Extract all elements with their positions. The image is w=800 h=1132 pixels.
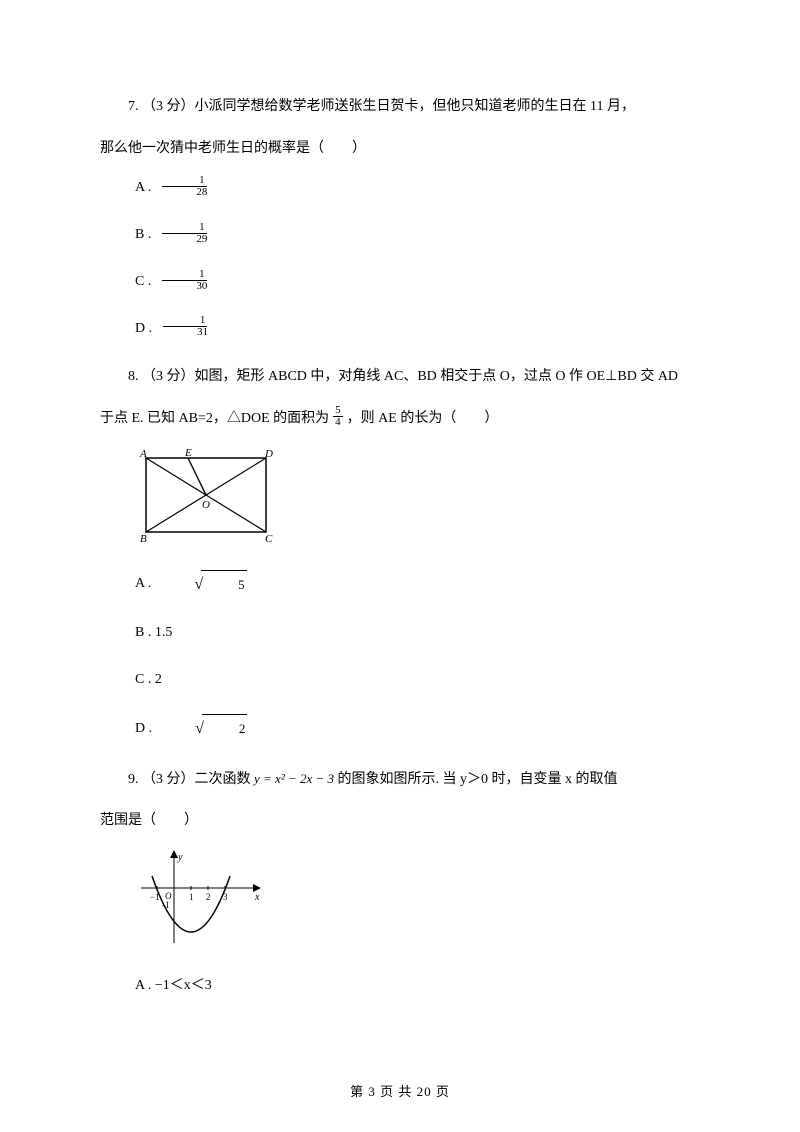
q7-option-d: D . 1 31 (100, 314, 700, 345)
q7-c-frac: 1 30 (159, 269, 209, 292)
label-a: A (139, 448, 147, 460)
q9-option-a: A . −1＜x＜3 (100, 971, 700, 1002)
label-c: C (265, 533, 273, 544)
q8-frac-den: 4 (333, 417, 343, 428)
q7-b-letter: B . (100, 220, 151, 251)
q8-text2a: 于点 E. 已知 AB=2，△DOE 的面积为 (100, 402, 329, 436)
q8-line1: 8. （3 分）如图，矩形 ABCD 中，对角线 AC、BD 相交于点 O，过点… (100, 360, 700, 394)
q7-option-b: B . 1 29 (100, 220, 700, 251)
tick-m1: −1 (150, 892, 160, 902)
q7-text2: 那么他一次猜中老师生日的概率是（ ） (100, 141, 366, 156)
axis-y: y (177, 852, 183, 863)
q7-b-den: 29 (159, 234, 209, 245)
q8-option-b: B . 1.5 (100, 618, 700, 649)
q9-text2: 范围是（ ） (100, 813, 198, 828)
q8-prefix: 8. (128, 369, 142, 384)
parabola-diagram-icon: y x −1 O -1 1 2 3 (136, 848, 266, 948)
q7-a-frac: 1 28 (159, 175, 209, 198)
q7-line1: 7. （3 分）小派同学想给数学老师送张生日贺卡，但他只知道老师的生日在 11 … (100, 90, 700, 124)
q9-text1b: 的图象如图所示. 当 y＞0 时，自变量 x 的取值 (338, 772, 618, 787)
q8-d-letter: D . (100, 714, 152, 745)
q8-option-c: C . 2 (100, 665, 700, 696)
q8-d-val: 2 (202, 714, 248, 744)
axis-x: x (254, 892, 260, 903)
q7-prefix: 7. (128, 99, 142, 114)
q9-text1a: 二次函数 (195, 772, 255, 787)
rectangle-diagram-icon: A E D B C O (136, 446, 281, 544)
q7-a-letter: A . (100, 173, 151, 204)
q7-a-den: 28 (159, 187, 209, 198)
q7-points: （3 分） (142, 99, 195, 114)
q9-eq: y = x² − 2x − 3 (254, 771, 334, 786)
q7-option-c: C . 1 30 (100, 267, 700, 298)
label-d: D (264, 448, 273, 460)
q9-points: （3 分） (142, 772, 195, 787)
label-e: E (184, 447, 192, 459)
page-footer: 第 3 页 共 20 页 (0, 1081, 800, 1100)
q8-figure: A E D B C O (136, 446, 700, 549)
q7-d-den: 31 (160, 327, 210, 338)
q8-option-a: A . √5 (100, 567, 700, 602)
tick-n1: -1 (162, 900, 170, 910)
q8-b-text: B . 1.5 (100, 618, 172, 649)
q8-a-sqrt: √5 (159, 567, 246, 602)
q8-text2b: ，则 AE 的长为（ ） (347, 402, 499, 436)
q8-option-d: D . √2 (100, 711, 700, 746)
q7-d-frac: 1 31 (160, 315, 210, 338)
q8-points: （3 分） (142, 369, 195, 384)
q9-a-text: A . −1＜x＜3 (100, 971, 212, 1002)
q7-b-frac: 1 29 (159, 222, 209, 245)
q8-a-letter: A . (100, 569, 151, 600)
q9-prefix: 9. (128, 772, 142, 787)
q7-option-a: A . 1 28 (100, 173, 700, 204)
q7-c-letter: C . (100, 267, 151, 298)
label-b: B (140, 533, 147, 544)
q9-line1: 9. （3 分）二次函数 y = x² − 2x − 3 的图象如图所示. 当 … (100, 763, 700, 797)
q8-c-text: C . 2 (100, 665, 162, 696)
q8-a-val: 5 (201, 570, 247, 600)
q7-c-den: 30 (159, 281, 209, 292)
q8-frac: 5 4 (333, 405, 343, 428)
label-o: O (202, 499, 210, 511)
q8-d-sqrt: √2 (160, 711, 247, 746)
q8-text1: 如图，矩形 ABCD 中，对角线 AC、BD 相交于点 O，过点 O 作 OE⊥… (195, 369, 679, 384)
tick-2: 2 (206, 892, 211, 902)
q7-text1: 小派同学想给数学老师送张生日贺卡，但他只知道老师的生日在 11 月， (195, 99, 635, 114)
tick-3: 3 (223, 892, 228, 902)
q7-line2: 那么他一次猜中老师生日的概率是（ ） (100, 132, 700, 166)
q9-figure: y x −1 O -1 1 2 3 (136, 848, 700, 953)
footer-text: 第 3 页 共 20 页 (350, 1084, 450, 1099)
q9-line2: 范围是（ ） (100, 804, 700, 838)
q8-line2: 于点 E. 已知 AB=2，△DOE 的面积为 5 4 ，则 AE 的长为（ ） (100, 402, 700, 436)
q7-d-letter: D . (100, 314, 152, 345)
tick-1: 1 (189, 892, 194, 902)
